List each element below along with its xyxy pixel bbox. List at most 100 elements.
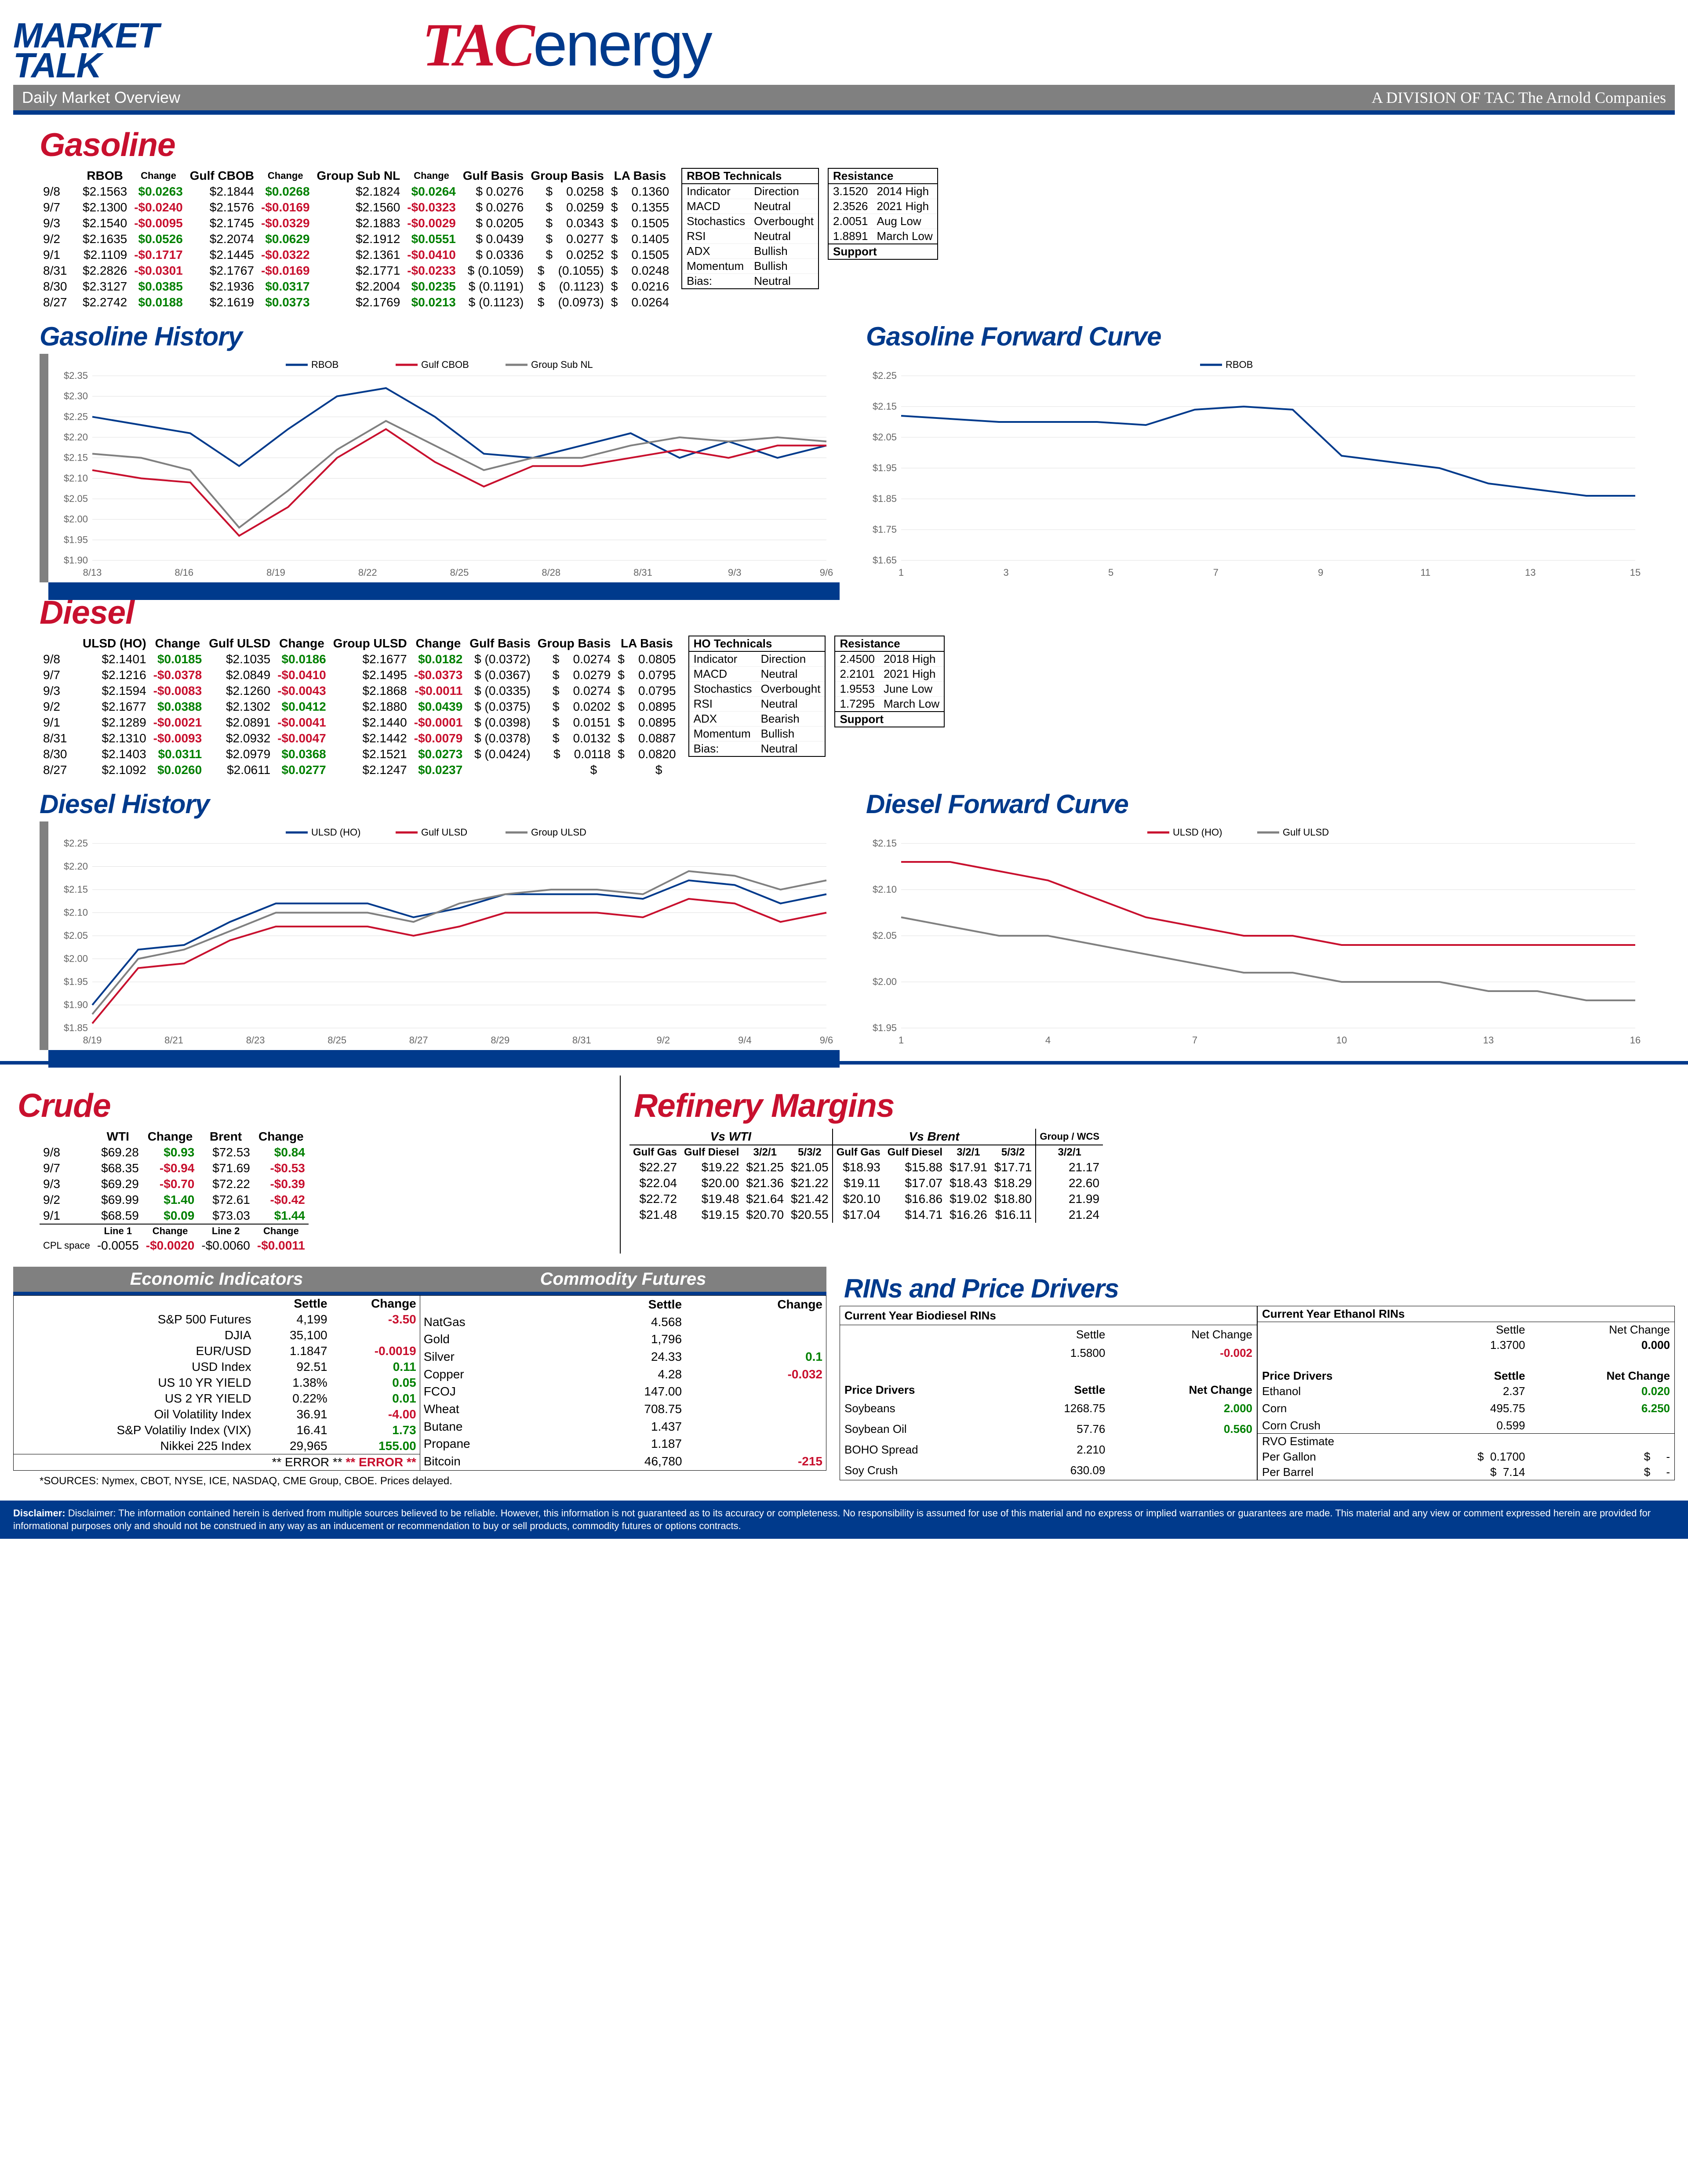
svg-text:8/22: 8/22 (358, 567, 377, 578)
tac-logo: TACenergy (422, 9, 711, 80)
gas-hist-title: Gasoline History (40, 321, 840, 352)
gasoline-row: RBOBChangeGulf CBOBChangeGroup Sub NLCha… (40, 168, 1675, 310)
svg-text:ULSD (HO): ULSD (HO) (1173, 827, 1222, 838)
gas-charts: Gasoline History $1.90 $1.95 $2.00 $2.05 $2.… (13, 315, 1675, 582)
svg-text:16: 16 (1630, 1035, 1641, 1046)
diesel-title: Diesel (40, 593, 1675, 631)
svg-text:8/27: 8/27 (409, 1035, 428, 1046)
gasoline-title: Gasoline (40, 126, 1675, 164)
svg-text:Group ULSD: Group ULSD (531, 827, 586, 838)
svg-text:11: 11 (1420, 567, 1430, 578)
dsl-fwd-chart: $1.95$2.00$2.05$2.10$2.15147101316ULSD (… (857, 821, 1648, 1050)
svg-text:$1.75: $1.75 (873, 524, 897, 535)
svg-text:$1.85: $1.85 (64, 1022, 88, 1033)
dsl-hist-title: Diesel History (40, 789, 840, 819)
svg-text:$1.65: $1.65 (873, 555, 897, 566)
sub-left: Daily Market Overview (22, 88, 180, 107)
svg-text:Gulf CBOB: Gulf CBOB (421, 359, 469, 370)
svg-text:9/3: 9/3 (728, 567, 742, 578)
svg-text:$2.35: $2.35 (64, 370, 88, 381)
tac-t: TAC (422, 11, 533, 79)
svg-text:$1.90: $1.90 (64, 555, 88, 566)
divider (0, 1061, 1688, 1065)
gasoline-table: RBOBChangeGulf CBOBChangeGroup Sub NLCha… (40, 168, 673, 310)
svg-text:$2.25: $2.25 (873, 370, 897, 381)
svg-text:7: 7 (1192, 1035, 1197, 1046)
tac-e: energy (533, 10, 711, 79)
crude-table: WTIChangeBrentChange9/8$69.28$0.93$72.53… (40, 1129, 309, 1254)
svg-text:Gulf ULSD: Gulf ULSD (1283, 827, 1329, 838)
svg-text:$2.10: $2.10 (873, 884, 897, 895)
econ-table: SettleChangeS&P 500 Futures4,199-3.50DJI… (14, 1296, 420, 1470)
svg-text:9/6: 9/6 (820, 567, 833, 578)
market-talk-logo: MARKET TALK (13, 21, 158, 80)
header: MARKET TALK TACenergy (13, 9, 1675, 80)
refinery-title: Refinery Margins (634, 1087, 1675, 1124)
svg-text:9: 9 (1318, 567, 1323, 578)
svg-text:$2.20: $2.20 (64, 861, 88, 872)
svg-text:10: 10 (1336, 1035, 1347, 1046)
svg-text:8/23: 8/23 (246, 1035, 265, 1046)
subtitle-bar: Daily Market Overview A DIVISION OF TAC … (13, 85, 1675, 115)
svg-text:$2.15: $2.15 (873, 401, 897, 412)
svg-text:$2.05: $2.05 (64, 930, 88, 941)
svg-text:$1.95: $1.95 (64, 976, 88, 987)
svg-text:$2.25: $2.25 (64, 411, 88, 422)
svg-text:$2.20: $2.20 (64, 432, 88, 443)
svg-text:1: 1 (899, 567, 904, 578)
dsl-fwd-title: Diesel Forward Curve (866, 789, 1648, 819)
svg-text:$1.95: $1.95 (64, 534, 88, 545)
svg-text:$2.00: $2.00 (64, 514, 88, 525)
diesel-table: ULSD (HO)ChangeGulf ULSDChangeGroup ULSD… (40, 636, 680, 778)
comm-table: SettleChangeNatGas4.568Gold1,796Silver24… (420, 1296, 826, 1470)
svg-text:9/6: 9/6 (820, 1035, 833, 1046)
svg-text:15: 15 (1630, 567, 1641, 578)
svg-text:8/25: 8/25 (327, 1035, 346, 1046)
svg-text:8/13: 8/13 (83, 567, 102, 578)
svg-text:Group Sub NL: Group Sub NL (531, 359, 593, 370)
svg-text:$2.10: $2.10 (64, 907, 88, 918)
svg-text:$2.15: $2.15 (64, 884, 88, 895)
svg-text:$2.05: $2.05 (873, 432, 897, 443)
dsl-technicals: HO TechnicalsIndicatorDirectionMACDNeutr… (688, 636, 826, 757)
svg-text:$1.90: $1.90 (64, 999, 88, 1010)
svg-text:8/25: 8/25 (450, 567, 469, 578)
rins-right: Current Year Ethanol RINsSettleNet Chang… (1257, 1306, 1675, 1480)
svg-text:8/21: 8/21 (164, 1035, 183, 1046)
svg-text:8/16: 8/16 (175, 567, 193, 578)
svg-text:4: 4 (1045, 1035, 1051, 1046)
svg-text:$2.15: $2.15 (873, 838, 897, 849)
disclaimer-text: Disclaimer: The information contained he… (13, 1508, 1651, 1531)
svg-text:RBOB: RBOB (311, 359, 338, 370)
svg-text:$2.00: $2.00 (873, 976, 897, 987)
rins-title: RINs and Price Drivers (844, 1273, 1675, 1304)
gas-hist-chart: $1.90$1.95$2.00$2.05$2.10$2.15$2.20$2.25… (48, 354, 840, 582)
gas-fwd-title: Gasoline Forward Curve (866, 321, 1648, 352)
svg-text:8/31: 8/31 (572, 1035, 591, 1046)
gas-technicals: RBOB TechnicalsIndicatorDirectionMACDNeu… (681, 168, 819, 289)
svg-text:ULSD (HO): ULSD (HO) (311, 827, 360, 838)
svg-text:13: 13 (1483, 1035, 1494, 1046)
svg-text:8/19: 8/19 (83, 1035, 102, 1046)
econ-hdr: Economic Indicators (13, 1267, 420, 1295)
crude-refinery-row: Crude WTIChangeBrentChange9/8$69.28$0.93… (13, 1076, 1675, 1254)
svg-text:13: 13 (1525, 567, 1535, 578)
diesel-row: ULSD (HO)ChangeGulf ULSDChangeGroup ULSD… (40, 636, 1675, 778)
svg-text:8/28: 8/28 (542, 567, 560, 578)
svg-text:$2.05: $2.05 (873, 930, 897, 941)
svg-text:7: 7 (1213, 567, 1219, 578)
svg-text:$1.95: $1.95 (873, 1022, 897, 1033)
rins-left: Current Year Biodiesel RINsSettleNet Cha… (840, 1306, 1257, 1480)
crude-title: Crude (18, 1087, 607, 1124)
svg-text:9/4: 9/4 (738, 1035, 752, 1046)
svg-text:$1.85: $1.85 (873, 493, 897, 504)
svg-text:Gulf ULSD: Gulf ULSD (421, 827, 467, 838)
refinery-table: Vs WTIVs BrentGroup / WCSGulf GasGulf Di… (629, 1129, 1103, 1223)
dsl-charts: Diesel History $1.85 $1.90 $1.95 $2.00 $2.05… (13, 782, 1675, 1050)
svg-text:$2.10: $2.10 (64, 472, 88, 483)
gas-fwd-chart: $1.65$1.75$1.85$1.95$2.05$2.15$2.2513579… (857, 354, 1648, 582)
dsl-hist-chart: $1.85$1.90$1.95$2.00$2.05$2.10$2.15$2.20… (48, 821, 840, 1050)
svg-text:3: 3 (1003, 567, 1008, 578)
bottom-row: Economic Indicators Commodity Futures Se… (13, 1267, 1675, 1487)
logo-talk: TALK (13, 51, 158, 80)
